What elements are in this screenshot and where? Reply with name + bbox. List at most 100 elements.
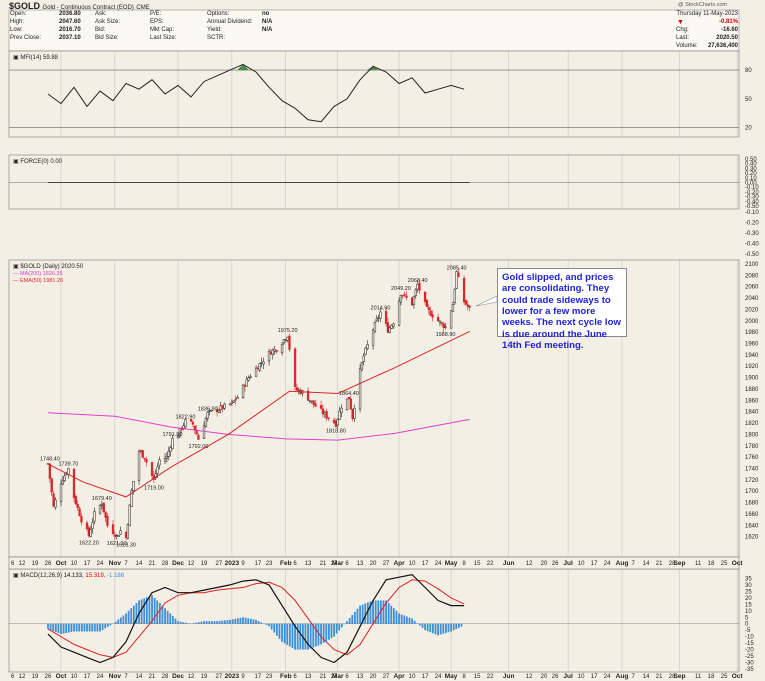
macd-histogram-bar [93,623,96,632]
price-candle [273,349,276,352]
price-ytick-label: 1660 [745,512,759,518]
price-candle [386,322,390,333]
price-candle [429,310,432,316]
macd-ytick-label: -35 [745,667,754,673]
macd-histogram-bar [309,623,312,649]
price-candle [74,496,78,505]
macd-histogram-bar [122,615,125,624]
xaxis-tick-label: Jul [563,560,573,567]
mfi-ytick-label: 50 [745,97,752,103]
price-annotation-label: 1792.00 [189,444,209,450]
xaxis-tick-label: Dec [172,673,184,680]
macd-histogram-bar [119,617,122,624]
macd-histogram-bar [195,622,198,624]
xaxis-tick-label: 13 [357,674,364,680]
macd-histogram-bar [148,596,151,624]
price-candle [158,459,161,466]
price-candle [297,389,300,392]
macd-histogram-bar [197,622,200,624]
price-candle [403,293,406,296]
quote-label: Options: [207,11,230,17]
price-candle [293,348,297,387]
macd-histogram-bar [80,623,83,632]
price-candle [384,310,388,324]
ema50-line [47,330,470,498]
xaxis-tick-label: 17 [422,561,429,567]
price-candle [85,522,89,530]
quote-label: High: [10,19,25,25]
macd-histogram-bar [400,614,403,624]
macd-histogram-bar [346,621,348,624]
down-arrow-icon: ▼ [677,19,684,26]
macd-histogram-bar [75,623,78,632]
xaxis-tick-label: 20 [370,674,377,680]
price-candle [364,347,367,355]
price-candle [260,362,263,364]
macd-histogram-bar [403,615,406,624]
quote-value: 2047.60 [59,19,81,25]
price-candle [269,352,273,355]
price-annotation-label: 1679.40 [92,496,112,502]
price-ytick-label: 1840 [745,410,759,416]
macd-histogram-bar [335,623,338,634]
xaxis-tick-label: 24 [435,674,442,680]
price-candle [48,463,52,479]
macd-histogram-bar [73,623,75,632]
price-candle [442,323,445,328]
macd-histogram-bar [325,623,328,642]
macd-histogram-bar [444,623,447,634]
macd-histogram-bar [205,621,208,624]
macd-histogram-bar [255,619,257,624]
price-candle [245,378,248,387]
macd-histogram-bar [200,621,203,624]
price-annotation-label: 1739.70 [58,462,78,468]
xaxis-tick-label: May [445,560,458,567]
macd-histogram-bar [145,597,148,624]
force-ytick-label: -0.10 [745,210,759,216]
macd-ytick-label: 5 [745,615,749,621]
macd-histogram-bar [322,623,325,643]
xaxis-tick-label: 21 [320,674,327,680]
price-candle [405,295,408,298]
price-candle [327,417,330,419]
macd-histogram-bar [447,623,450,633]
macd-histogram-bar [460,623,463,627]
macd-histogram-bar [270,623,273,630]
xaxis-tick-label: 12 [19,674,26,680]
quote-value: 2016.70 [59,27,81,33]
xaxis-tick-label: Oct [732,673,744,680]
macd-histogram-bar [364,603,367,624]
price-candle [128,504,131,527]
force-ytick-label: 0.20 [745,171,757,177]
macd-histogram-bar [216,621,218,624]
macd-ytick-label: 15 [745,602,752,608]
xaxis-tick-label: 27 [383,561,390,567]
xaxis-tick-label: 17 [591,674,598,680]
price-candle [375,318,378,322]
price-candle [314,403,317,407]
price-candle [351,408,354,420]
price-candle [154,473,157,479]
macd-ytick-label: -20 [745,648,754,654]
macd-histogram-bar [109,623,112,626]
macd-histogram-bar [353,611,356,624]
price-candle [91,522,94,529]
price-candle [427,307,430,310]
price-candle [410,297,414,306]
price-candle [256,367,260,370]
macd-histogram-bar [418,623,421,626]
price-candle [310,400,313,402]
macd-histogram-bar [229,619,231,624]
force-ytick-label: 0.30 [745,166,757,172]
price-candle [210,409,213,412]
xaxis-tick-label: 6 [293,561,297,567]
price-ytick-label: 1800 [745,432,759,438]
price-candle [204,418,208,427]
header-frame [8,9,740,52]
macd-histogram-bar [431,623,434,634]
xaxis-tick-label: 17 [255,674,262,680]
price-candle [247,377,250,381]
xaxis-tick-label: 14 [136,561,143,567]
xaxis-tick-label: 27 [383,674,390,680]
xaxis-tick-label: Sep [674,673,686,680]
